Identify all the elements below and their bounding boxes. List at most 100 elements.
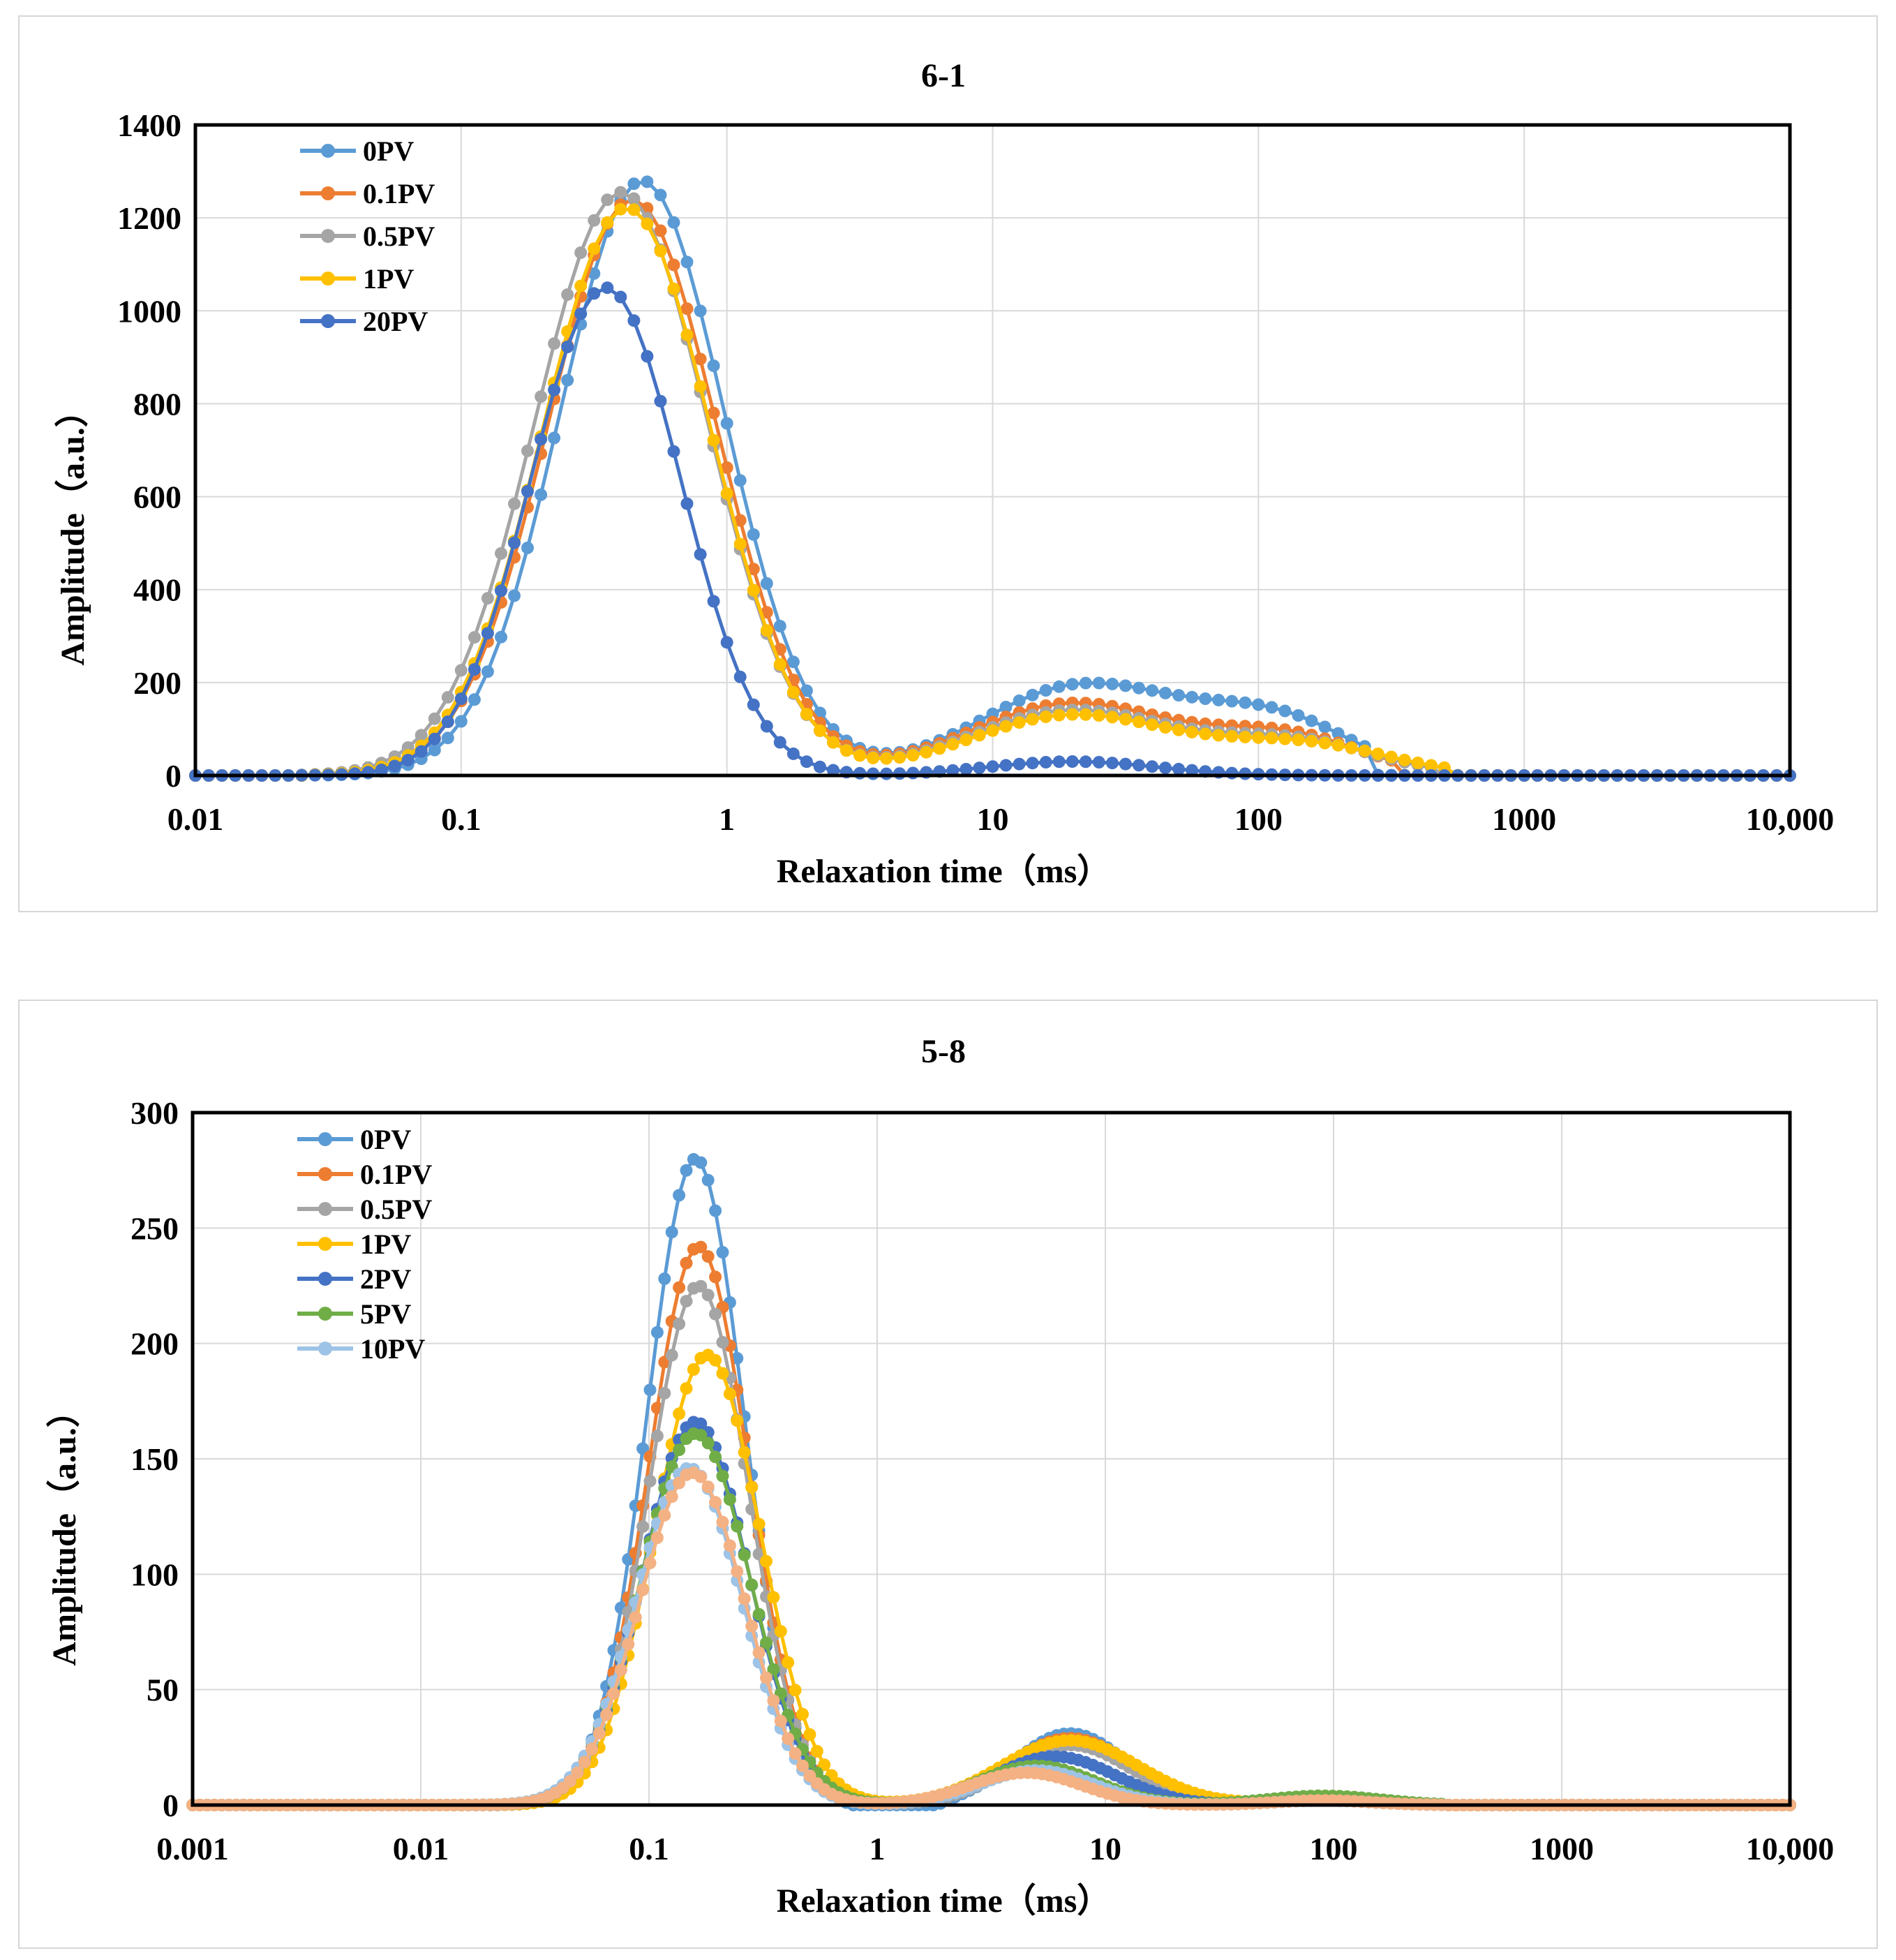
data-point xyxy=(481,592,494,605)
data-point xyxy=(701,1173,715,1187)
data-point xyxy=(650,1326,664,1339)
data-point xyxy=(1146,718,1158,732)
data-point xyxy=(1159,721,1172,734)
data-point xyxy=(481,665,494,678)
data-point xyxy=(1172,723,1186,736)
x-axis-label: Relaxation time（ms） xyxy=(777,1883,1111,1920)
data-point xyxy=(1105,711,1119,724)
x-tick-label: 10,000 xyxy=(1746,801,1835,837)
y-tick-label: 300 xyxy=(130,1095,179,1131)
data-point xyxy=(1358,744,1371,757)
data-point xyxy=(1066,755,1079,768)
data-point xyxy=(960,733,973,746)
data-point xyxy=(709,1307,722,1321)
data-point xyxy=(973,729,986,742)
data-point xyxy=(428,743,441,757)
data-point xyxy=(521,541,534,554)
data-point xyxy=(665,1490,678,1504)
data-point xyxy=(643,1557,657,1570)
y-axis-label: Amplitude（a.u.） xyxy=(46,1394,83,1665)
data-point xyxy=(548,431,561,445)
data-point xyxy=(789,1684,802,1697)
data-point xyxy=(840,744,853,757)
plot-area-lines xyxy=(189,125,1796,782)
y-tick-label: 200 xyxy=(130,1326,179,1362)
data-point xyxy=(782,1656,795,1669)
data-point xyxy=(508,497,521,510)
data-point xyxy=(1026,713,1039,726)
data-point xyxy=(694,380,707,393)
data-point xyxy=(716,1336,729,1349)
x-tick-label: 1 xyxy=(719,801,735,837)
data-point xyxy=(720,417,733,430)
data-point xyxy=(709,1496,722,1509)
data-point xyxy=(607,1687,620,1700)
legend-label: 1PV xyxy=(363,263,414,295)
data-point xyxy=(745,1578,759,1591)
series-line xyxy=(193,1420,1790,1807)
data-point xyxy=(760,624,773,637)
legend-item: 0.5PV xyxy=(297,1194,432,1225)
series-line xyxy=(193,1432,1790,1807)
x-tick-label: 10,000 xyxy=(1746,1831,1835,1866)
data-point xyxy=(658,1387,671,1400)
data-point xyxy=(747,584,760,597)
data-point xyxy=(588,214,601,227)
data-point xyxy=(1252,731,1265,744)
data-point xyxy=(709,1450,722,1464)
data-point xyxy=(548,383,561,396)
data-point xyxy=(767,1663,780,1676)
data-point xyxy=(738,1446,751,1459)
data-point xyxy=(535,433,548,446)
x-tick-label: 10 xyxy=(977,801,1009,837)
data-point xyxy=(747,563,760,576)
data-point xyxy=(782,1732,795,1745)
legend-item: 0PV xyxy=(297,1124,411,1155)
data-point xyxy=(654,188,667,202)
y-tick-label: 800 xyxy=(133,386,181,422)
data-point xyxy=(906,749,920,762)
data-point xyxy=(454,715,468,728)
data-point xyxy=(673,1189,686,1202)
data-point xyxy=(564,1774,576,1788)
y-tick-label: 1000 xyxy=(117,293,181,329)
data-point xyxy=(818,1758,831,1772)
data-point xyxy=(673,1407,686,1420)
data-point xyxy=(867,751,880,764)
data-point xyxy=(495,547,507,560)
data-point xyxy=(680,328,694,341)
x-tick-label: 1 xyxy=(869,1831,886,1866)
data-point xyxy=(1133,681,1145,695)
data-point xyxy=(680,1164,693,1177)
data-point xyxy=(614,202,627,216)
data-point xyxy=(658,1272,671,1285)
data-point xyxy=(1186,764,1199,777)
chart-panel-5-8: 5-8 Relaxation time（ms） Amplitude（a.u.） … xyxy=(18,1000,1878,1949)
data-point xyxy=(745,1619,759,1633)
data-point xyxy=(786,685,800,699)
data-point xyxy=(694,1429,708,1442)
data-point xyxy=(588,242,601,255)
legend-item: 0.1PV xyxy=(300,178,435,209)
data-point xyxy=(1159,686,1172,699)
data-point xyxy=(680,497,694,510)
data-point xyxy=(960,763,973,775)
data-point xyxy=(650,1531,664,1544)
data-point xyxy=(1092,709,1105,722)
data-point xyxy=(574,246,588,259)
data-point xyxy=(481,627,494,640)
data-point xyxy=(495,584,507,597)
x-tick-label: 0.01 xyxy=(167,801,224,837)
data-point xyxy=(694,1470,708,1483)
data-point xyxy=(401,754,415,766)
data-point xyxy=(1398,753,1411,766)
data-point xyxy=(745,1480,759,1494)
data-point xyxy=(716,1246,729,1259)
data-point xyxy=(1318,736,1331,750)
data-point xyxy=(1384,750,1398,764)
chart-title: 6-1 xyxy=(921,57,966,94)
series-line xyxy=(193,1467,1790,1807)
data-point xyxy=(814,760,826,773)
legend-label: 1PV xyxy=(360,1228,411,1260)
data-point xyxy=(1225,766,1239,780)
